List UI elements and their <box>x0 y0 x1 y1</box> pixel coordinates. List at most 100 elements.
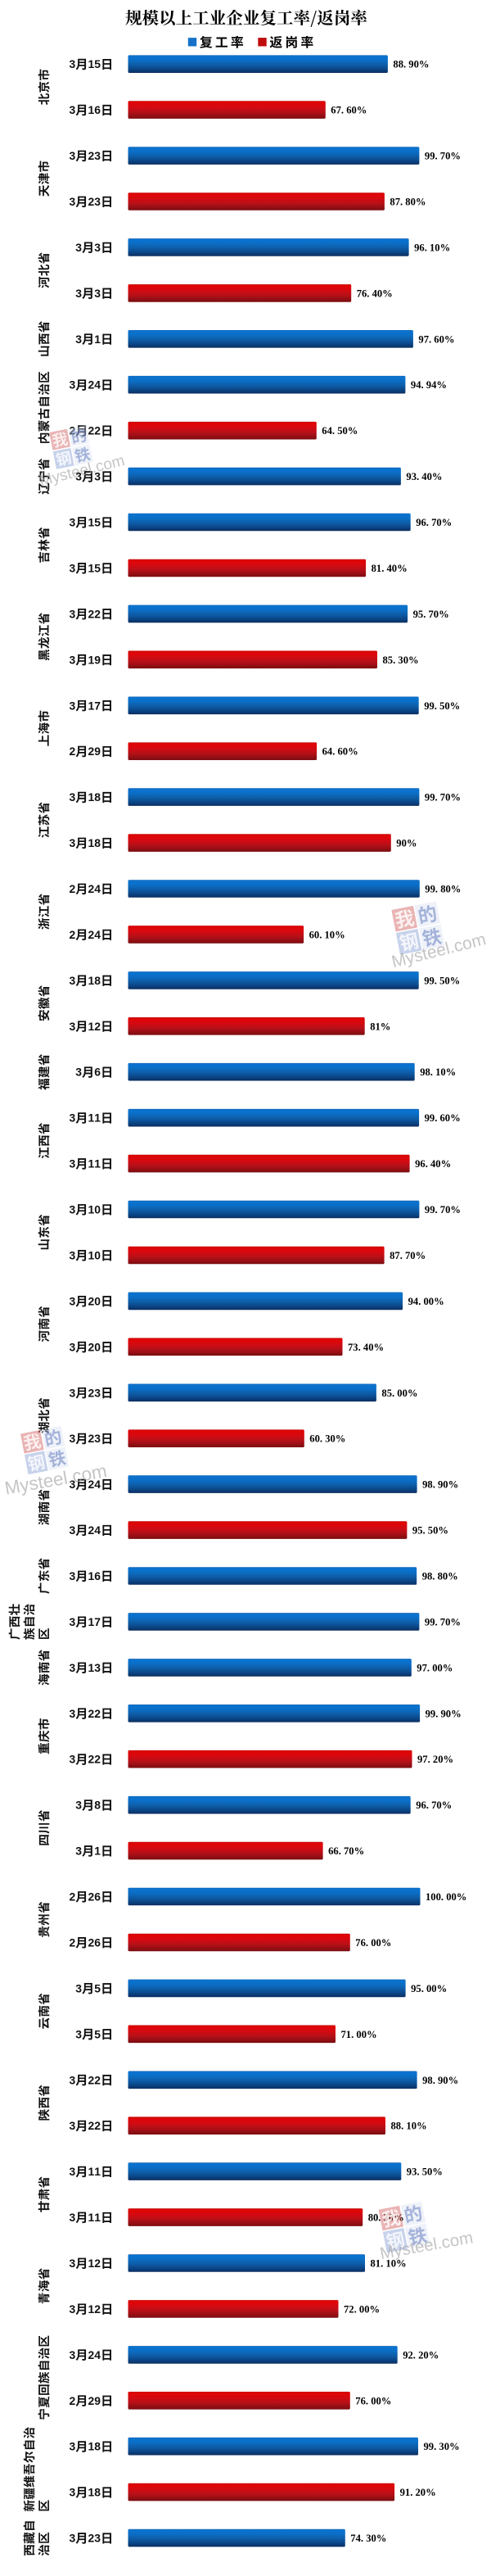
svg-text:3: 3 <box>75 2027 82 2040</box>
svg-text:81. 40%: 81. 40% <box>372 563 408 574</box>
svg-text:3: 3 <box>70 653 76 666</box>
svg-text:3: 3 <box>70 2440 76 2453</box>
svg-text:99. 70%: 99. 70% <box>425 792 461 804</box>
svg-text:1: 1 <box>94 1845 101 1858</box>
svg-text:3: 3 <box>70 836 76 849</box>
svg-text:85. 30%: 85. 30% <box>383 654 419 666</box>
svg-text:6: 6 <box>94 103 101 116</box>
svg-text:1: 1 <box>88 1157 95 1170</box>
svg-text:2: 2 <box>88 1890 95 1904</box>
svg-text:8: 8 <box>94 2486 101 2499</box>
svg-text:87. 80%: 87. 80% <box>390 197 426 208</box>
svg-text:3: 3 <box>70 1523 76 1537</box>
svg-text:73. 40%: 73. 40% <box>348 1342 384 1353</box>
svg-text:3: 3 <box>75 1845 82 1858</box>
svg-text:2: 2 <box>70 745 76 758</box>
svg-text:1: 1 <box>88 2257 95 2270</box>
svg-text:6: 6 <box>94 1569 101 1582</box>
svg-text:81. 10%: 81. 10% <box>371 2258 407 2270</box>
svg-text:2: 2 <box>94 1020 101 1033</box>
svg-text:4: 4 <box>94 928 101 941</box>
svg-text:3: 3 <box>70 57 76 70</box>
svg-text:0: 0 <box>94 1294 101 1307</box>
svg-text:1: 1 <box>88 561 95 574</box>
svg-text:6: 6 <box>94 1066 101 1079</box>
svg-text:66. 70%: 66. 70% <box>328 1845 364 1857</box>
svg-text:97. 60%: 97. 60% <box>418 333 454 345</box>
svg-text:8: 8 <box>94 1799 101 1812</box>
svg-text:2: 2 <box>70 1890 76 1904</box>
svg-text:3: 3 <box>70 1294 76 1307</box>
svg-text:76. 40%: 76. 40% <box>357 287 393 299</box>
svg-text:2: 2 <box>88 1707 95 1720</box>
svg-text:2: 2 <box>88 1340 95 1353</box>
svg-text:99. 70%: 99. 70% <box>425 1616 461 1628</box>
svg-text:3: 3 <box>94 470 101 483</box>
svg-text:4: 4 <box>94 882 101 895</box>
svg-text:1: 1 <box>94 1157 101 1170</box>
svg-text:96. 70%: 96. 70% <box>416 517 452 528</box>
svg-text:1: 1 <box>88 2486 95 2499</box>
svg-text:1: 1 <box>88 2302 95 2316</box>
svg-text:85. 00%: 85. 00% <box>381 1388 417 1399</box>
svg-text:2: 2 <box>88 928 95 941</box>
svg-text:60. 10%: 60. 10% <box>309 929 345 940</box>
svg-text:9: 9 <box>94 653 101 666</box>
svg-text:1: 1 <box>88 1661 95 1674</box>
svg-text:95. 00%: 95. 00% <box>411 1983 447 1994</box>
svg-text:2: 2 <box>88 882 95 895</box>
svg-text:5: 5 <box>94 57 101 70</box>
svg-text:99. 50%: 99. 50% <box>424 700 460 712</box>
svg-text:93. 50%: 93. 50% <box>407 2166 443 2178</box>
svg-text:1: 1 <box>88 2211 95 2224</box>
svg-text:3: 3 <box>70 1432 76 1445</box>
svg-text:4: 4 <box>94 2348 101 2361</box>
svg-text:0: 0 <box>94 1340 101 1353</box>
svg-text:8: 8 <box>94 836 101 849</box>
svg-text:3: 3 <box>75 333 82 346</box>
svg-text:4: 4 <box>94 1478 101 1491</box>
svg-text:64. 60%: 64. 60% <box>322 746 358 758</box>
svg-text:3: 3 <box>70 1615 76 1628</box>
svg-text:71. 00%: 71. 00% <box>341 2029 377 2040</box>
svg-text:4: 4 <box>94 1523 101 1537</box>
svg-text:0: 0 <box>94 1248 101 1261</box>
svg-text:87. 70%: 87. 70% <box>390 1250 426 1261</box>
svg-text:2: 2 <box>88 2394 95 2407</box>
svg-text:2: 2 <box>70 424 76 437</box>
svg-text:1: 1 <box>88 1569 95 1582</box>
svg-text:88. 10%: 88. 10% <box>391 2121 427 2132</box>
svg-text:2: 2 <box>88 2119 95 2132</box>
svg-text:3: 3 <box>75 1981 82 1994</box>
svg-text:9: 9 <box>94 745 101 758</box>
svg-text:1: 1 <box>88 103 95 116</box>
svg-text:1: 1 <box>88 2440 95 2453</box>
svg-text:1: 1 <box>88 1111 95 1125</box>
svg-text:2: 2 <box>70 928 76 941</box>
svg-text:5: 5 <box>94 1981 101 1994</box>
svg-text:3: 3 <box>70 2348 76 2361</box>
svg-text:0: 0 <box>94 1203 101 1216</box>
svg-text:2: 2 <box>88 1386 95 1399</box>
svg-text:3: 3 <box>70 2486 76 2499</box>
svg-text:1: 1 <box>88 1248 95 1261</box>
svg-text:3: 3 <box>75 470 82 483</box>
svg-text:2: 2 <box>88 378 95 392</box>
svg-text:3: 3 <box>70 2211 76 2224</box>
svg-text:3: 3 <box>70 699 76 712</box>
svg-text:3: 3 <box>70 2119 76 2132</box>
svg-text:2: 2 <box>88 1432 95 1445</box>
svg-text:1: 1 <box>88 1203 95 1216</box>
svg-text:2: 2 <box>94 1707 101 1720</box>
svg-text:99. 60%: 99. 60% <box>425 1112 461 1124</box>
svg-text:95. 50%: 95. 50% <box>412 1525 448 1537</box>
svg-text:9: 9 <box>94 2394 101 2407</box>
svg-text:3: 3 <box>70 1478 76 1491</box>
svg-text:2: 2 <box>94 1753 101 1766</box>
svg-text:1: 1 <box>88 516 95 529</box>
svg-text:93. 40%: 93. 40% <box>406 471 442 482</box>
svg-text:3: 3 <box>94 287 101 300</box>
svg-text:98. 90%: 98. 90% <box>422 1479 458 1491</box>
svg-text:3: 3 <box>75 1066 82 1079</box>
svg-text:64. 50%: 64. 50% <box>322 425 358 437</box>
